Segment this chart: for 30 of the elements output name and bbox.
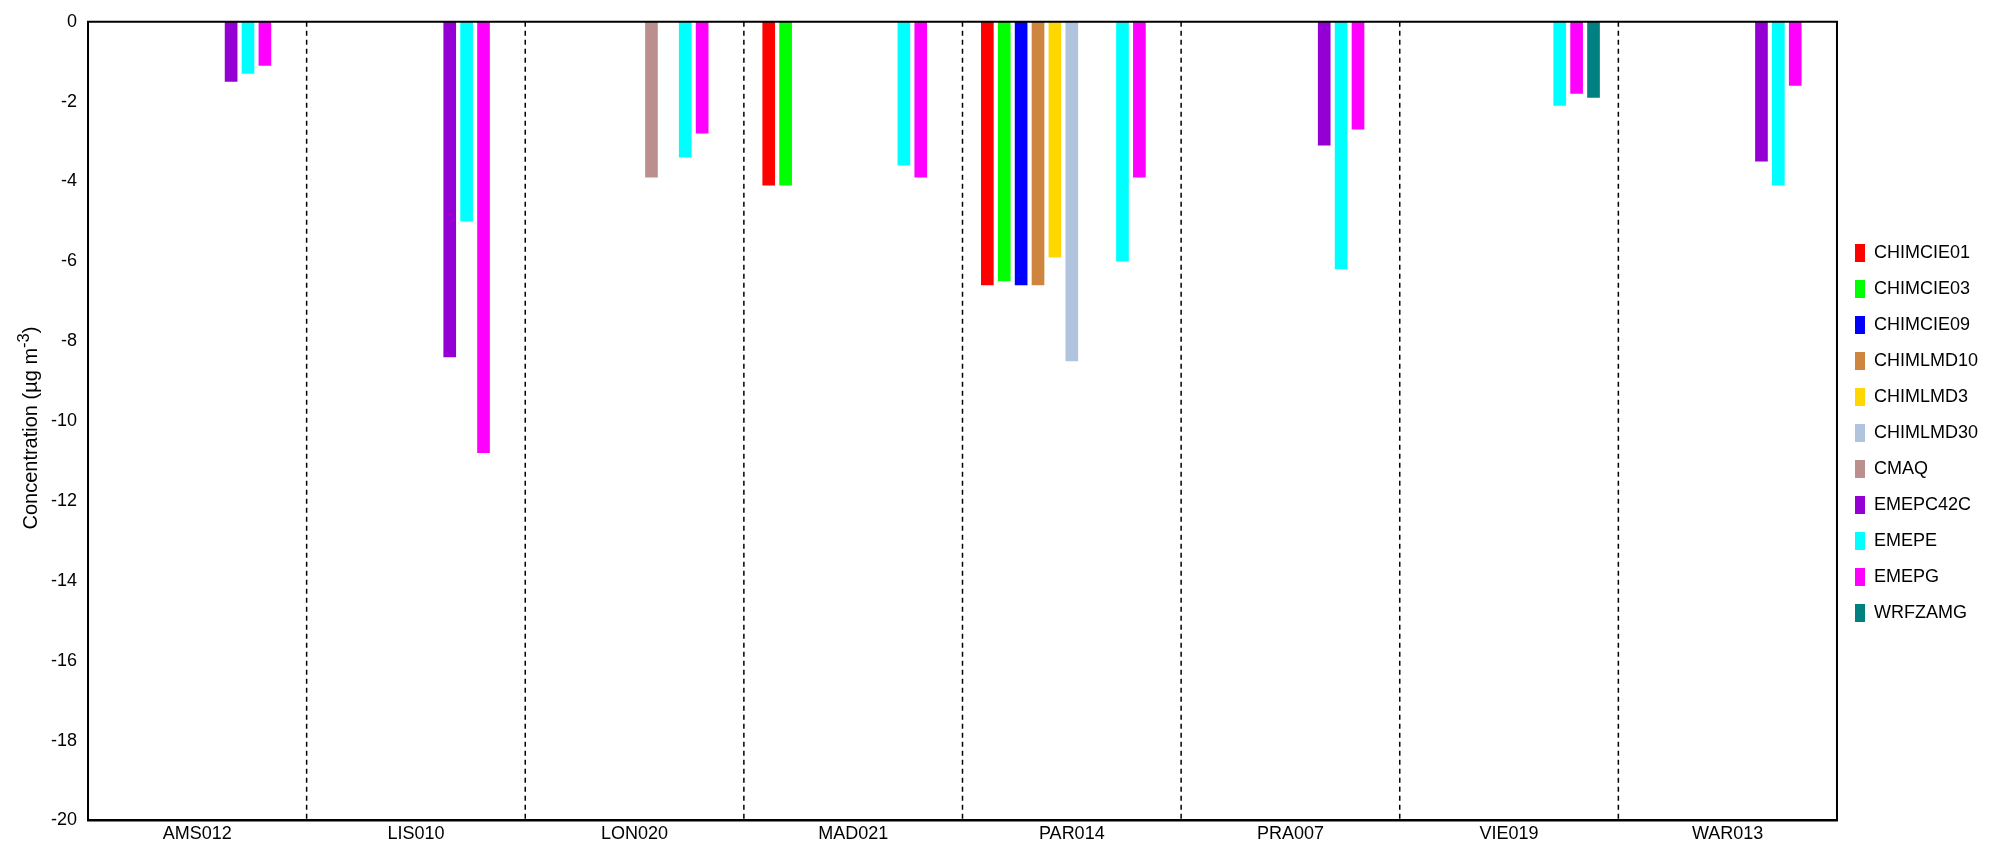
x-tick-label: AMS012 — [162, 823, 232, 844]
y-tick-label: -10 — [51, 410, 78, 431]
y-tick-label: -18 — [51, 729, 78, 750]
x-tick-label: LON020 — [601, 823, 669, 844]
legend-label: EMEPG — [1873, 565, 1939, 586]
y-tick-label: -6 — [61, 250, 78, 271]
y-tick-label: 0 — [67, 10, 78, 31]
y-tick-label: -20 — [51, 809, 78, 830]
x-tick-label: PRA007 — [1256, 823, 1324, 844]
legend-label: CHIMCIE03 — [1873, 277, 1971, 298]
legend-label: CHIMLMD3 — [1873, 385, 1968, 406]
legend-label: EMEPE — [1873, 529, 1938, 550]
legend-label: EMEPC42C — [1873, 493, 1972, 514]
y-tick-label: -4 — [61, 170, 78, 191]
legend-label: CHIMLMD30 — [1873, 421, 1979, 442]
y-tick-label: -8 — [61, 330, 78, 351]
legend-label: WRFZAMG — [1873, 601, 1967, 622]
x-tick-label: VIE019 — [1479, 823, 1539, 844]
y-tick-label: -2 — [61, 90, 78, 111]
legend-label: CMAQ — [1873, 457, 1928, 478]
legend-label: CHIMLMD10 — [1873, 349, 1979, 370]
y-tick-label: -14 — [51, 569, 78, 590]
x-tick-label: PAR014 — [1038, 823, 1105, 844]
legend-label: CHIMCIE09 — [1873, 313, 1971, 334]
legend-label: CHIMCIE01 — [1873, 241, 1971, 262]
x-tick-label: MAD021 — [818, 823, 889, 844]
x-tick-label: WAR013 — [1691, 823, 1764, 844]
y-tick-label: -12 — [51, 489, 78, 510]
y-tick-label: -16 — [51, 649, 78, 670]
x-tick-label: LIS010 — [387, 823, 445, 844]
